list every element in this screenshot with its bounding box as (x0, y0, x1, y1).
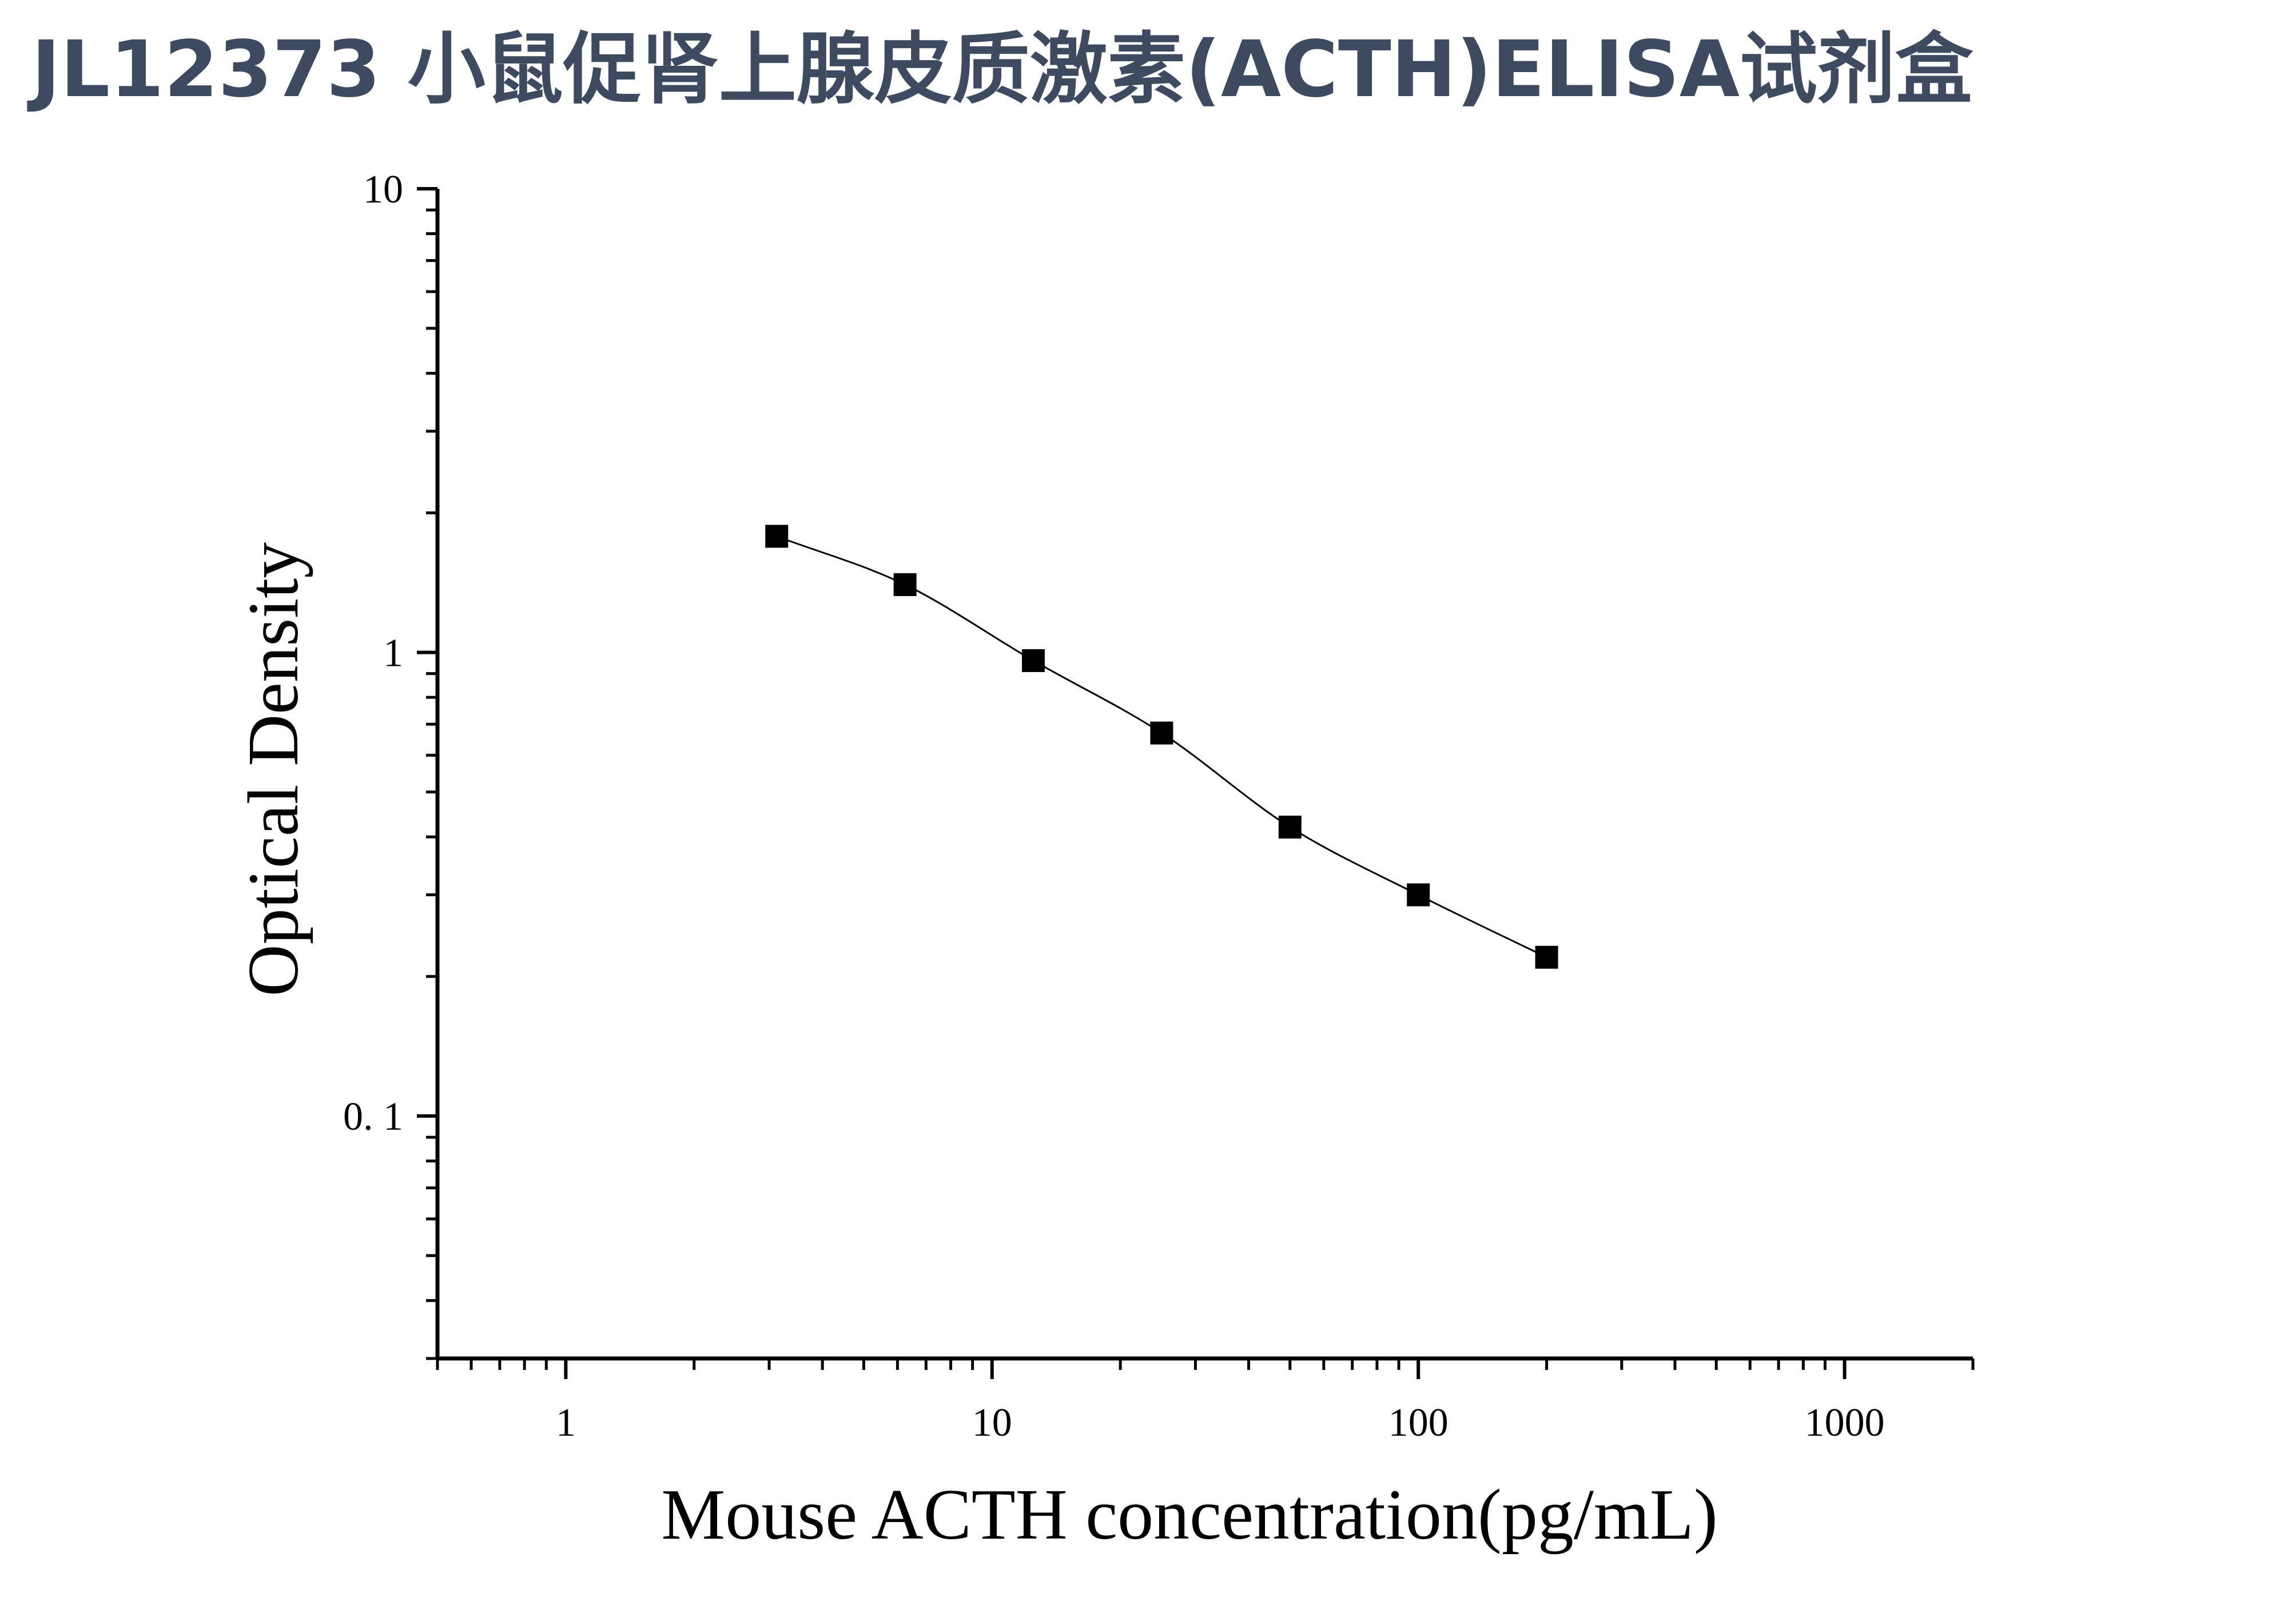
y-tick-label: 1 (383, 631, 403, 676)
data-point (893, 573, 917, 597)
axes: 1 10 100 1000 0. 1 1 10 (343, 168, 1975, 1445)
data-point (765, 525, 789, 548)
data-point (1278, 815, 1302, 839)
x-tick-label: 10 (972, 1401, 1012, 1445)
x-tick-label: 100 (1388, 1401, 1449, 1445)
x-tick-label: 1000 (1805, 1401, 1885, 1445)
y-tick-label: 10 (363, 168, 403, 212)
x-tick-label: 1 (556, 1401, 576, 1445)
y-tick-label: 0. 1 (343, 1095, 403, 1139)
data-point (1150, 721, 1173, 745)
fit-curve (776, 535, 1547, 958)
data-points (765, 525, 1558, 969)
y-axis-title: Optical Density (234, 542, 313, 996)
data-point (1022, 649, 1045, 672)
data-point (1407, 883, 1430, 907)
fit-curve-layer (776, 535, 1547, 958)
page-title: JL12373 小鼠促肾上腺皮质激素(ACTH)ELISA试剂盒 (31, 25, 1973, 115)
x-axis-title: Mouse ACTH concentration(pg/mL) (661, 1475, 1718, 1555)
data-point (1535, 945, 1558, 969)
